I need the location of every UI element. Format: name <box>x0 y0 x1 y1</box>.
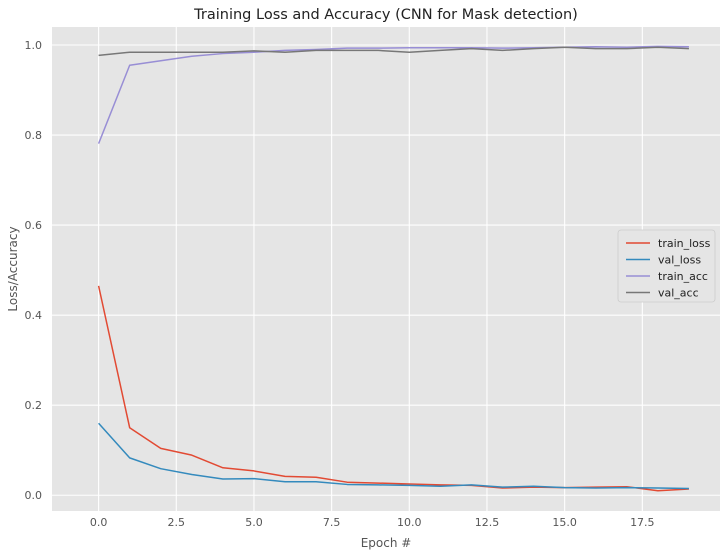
grid <box>52 27 720 511</box>
x-tick-label: 0.0 <box>90 516 108 529</box>
y-tick-label: 1.0 <box>25 39 43 52</box>
plot-background <box>52 27 720 511</box>
x-tick-label: 5.0 <box>245 516 263 529</box>
series-line-val-acc <box>98 46 689 57</box>
y-tick-label: 0.8 <box>25 129 43 142</box>
legend-label-val-acc: val_acc <box>658 287 699 300</box>
x-tick-label: 17.5 <box>630 516 655 529</box>
x-tick-label: 7.5 <box>323 516 341 529</box>
series-line-train-acc <box>97 45 689 144</box>
series-lines <box>97 45 689 492</box>
legend-label-train-loss: train_loss <box>658 237 711 250</box>
y-tick-label: 0.6 <box>25 219 43 232</box>
x-tick-labels: 0.0 2.5 5.0 7.5 10.0 12.5 15.0 17.5 <box>90 516 655 529</box>
x-tick-label: 12.5 <box>475 516 500 529</box>
x-tick-label: 2.5 <box>168 516 186 529</box>
legend-label-val-loss: val_loss <box>658 254 701 267</box>
x-tick-label: 10.0 <box>397 516 422 529</box>
legend-box <box>617 229 716 303</box>
y-tick-label: 0.4 <box>25 309 43 322</box>
series-line-val-loss <box>98 422 689 490</box>
x-tick-label: 15.0 <box>552 516 577 529</box>
chart-title: Training Loss and Accuracy (CNN for Mask… <box>193 7 578 23</box>
y-tick-label: 0.0 <box>25 489 43 502</box>
y-tick-label: 0.2 <box>25 399 43 412</box>
y-tick-labels: 0.0 0.2 0.4 0.6 0.8 1.0 <box>25 39 43 502</box>
x-axis-label: Epoch # <box>361 536 412 550</box>
legend-label-train-acc: train_acc <box>658 270 708 283</box>
y-axis-label: Loss/Accuracy <box>6 226 20 311</box>
legend: train_loss val_loss train_acc val_acc <box>617 229 716 303</box>
